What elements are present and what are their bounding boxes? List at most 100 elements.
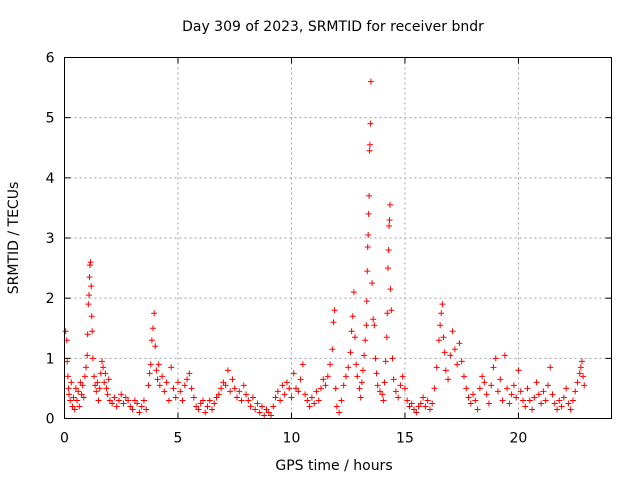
data-point <box>89 328 96 335</box>
data-point <box>526 397 533 404</box>
data-point <box>268 412 275 419</box>
data-point <box>84 352 91 359</box>
data-point <box>91 373 98 380</box>
x-tick-label: 10 <box>283 431 301 447</box>
data-point <box>387 286 394 293</box>
axis-ticks: 0 1 2 3 4 5 6 0 5 10 15 20 <box>46 51 612 447</box>
data-point <box>331 307 338 314</box>
data-point <box>361 352 368 359</box>
data-point <box>233 394 240 401</box>
data-point <box>367 78 374 85</box>
data-point <box>508 391 515 398</box>
data-point <box>220 379 227 386</box>
data-point <box>417 400 424 407</box>
data-point <box>170 385 177 392</box>
data-point <box>340 382 347 389</box>
data-point <box>563 385 570 392</box>
data-point <box>293 385 300 392</box>
data-point <box>138 403 145 410</box>
data-point <box>384 265 391 272</box>
data-point <box>408 400 415 407</box>
data-point <box>224 367 231 374</box>
x-tick-label: 15 <box>396 431 414 447</box>
data-point <box>322 382 329 389</box>
data-point <box>383 334 390 341</box>
data-point <box>349 313 356 320</box>
data-point <box>118 391 125 398</box>
data-point <box>366 147 373 154</box>
data-point <box>438 310 445 317</box>
data-point <box>437 322 444 329</box>
data-point <box>345 364 352 371</box>
data-point <box>379 391 386 398</box>
data-point <box>172 394 179 401</box>
data-point <box>163 379 170 386</box>
chart-title: Day 309 of 2023, SRMTID for receiver bnd… <box>182 19 484 35</box>
data-point <box>86 262 93 269</box>
data-point <box>263 406 270 413</box>
data-point <box>465 394 472 401</box>
data-point <box>270 403 277 410</box>
data-point <box>569 397 576 404</box>
data-point <box>474 406 481 413</box>
data-point <box>373 370 380 377</box>
data-point <box>199 397 206 404</box>
data-point <box>145 382 152 389</box>
data-point <box>577 364 584 371</box>
data-point <box>389 355 396 362</box>
data-point <box>80 394 87 401</box>
data-point <box>277 397 284 404</box>
data-point <box>151 310 158 317</box>
y-tick-label: 1 <box>46 351 55 367</box>
data-point <box>544 382 551 389</box>
data-point <box>131 397 138 404</box>
data-point <box>501 352 508 359</box>
data-point <box>499 397 506 404</box>
data-point <box>148 337 155 344</box>
data-point <box>458 358 465 365</box>
data-point <box>404 397 411 404</box>
data-point <box>129 406 136 413</box>
data-point <box>165 397 172 404</box>
data-point <box>68 379 75 386</box>
data-point <box>76 403 83 410</box>
grid <box>64 57 612 419</box>
data-point <box>188 385 195 392</box>
data-point <box>374 382 381 389</box>
data-point <box>517 388 524 395</box>
data-point <box>109 400 116 407</box>
data-point <box>150 325 157 332</box>
data-point <box>86 292 93 299</box>
data-point <box>227 388 234 395</box>
data-point <box>436 337 443 344</box>
data-point <box>476 385 483 392</box>
data-point <box>66 391 73 398</box>
data-point <box>193 403 200 410</box>
data-point <box>365 231 372 238</box>
data-point <box>64 373 71 380</box>
data-point <box>315 397 322 404</box>
data-point <box>495 388 502 395</box>
y-axis-label: SRMTID / TECUs <box>6 182 22 295</box>
data-point <box>399 373 406 380</box>
data-point <box>272 394 279 401</box>
data-point <box>101 379 108 386</box>
data-point <box>572 388 579 395</box>
data-point <box>247 403 254 410</box>
data-point <box>504 385 511 392</box>
data-point <box>551 400 558 407</box>
data-point <box>140 397 147 404</box>
data-point <box>580 373 587 380</box>
data-point <box>146 370 153 377</box>
data-point <box>456 340 463 347</box>
data-point <box>313 388 320 395</box>
data-point <box>362 337 369 344</box>
data-point <box>556 397 563 404</box>
data-point <box>431 385 438 392</box>
data-point <box>213 394 220 401</box>
data-point <box>84 331 91 338</box>
data-point <box>168 364 175 371</box>
data-point <box>420 394 427 401</box>
data-point <box>245 397 252 404</box>
data-point <box>281 391 288 398</box>
